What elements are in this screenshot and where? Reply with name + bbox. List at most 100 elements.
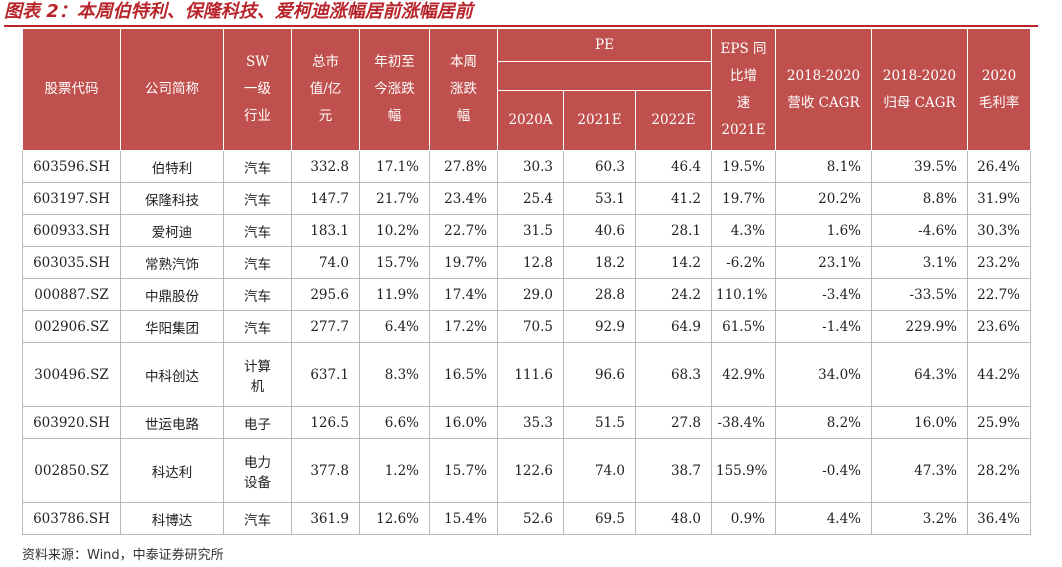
cell-week: 17.2% [429,310,498,343]
table-row: 600933.SH 爱柯迪 汽车 183.1 10.2% 22.7% 31.5 40.6 28.… [22,214,1031,247]
cell-mcap: 277.7 [291,310,360,343]
cell-pe2021: 51.5 [563,406,636,439]
cell-gm: 36.4% [967,502,1031,535]
table-row: 300496.SZ 中科创达 计算 机 637.1 8.3% 16.5% 111.6 96.6… [22,342,1031,407]
header-pe: PE [497,28,712,62]
header-gm: 2020 毛利率 [967,28,1031,151]
cell-ytd: 15.7% [359,246,430,279]
cell-industry: 计算 机 [223,342,292,407]
cell-rev: 23.1% [775,246,872,279]
cell-gm: 25.9% [967,406,1031,439]
cell-rev: -3.4% [775,278,872,311]
table-row: 002906.SZ 华阳集团 汽车 277.7 6.4% 17.2% 70.5 92.9 64.… [22,310,1031,343]
cell-mcap: 147.7 [291,182,360,215]
title-divider [4,25,1038,27]
cell-code: 002906.SZ [22,310,121,343]
header-rev-cagr: 2018-2020 营收 CAGR [775,28,872,151]
cell-np: 3.2% [871,502,968,535]
cell-rev: 8.2% [775,406,872,439]
cell-code: 603035.SH [22,246,121,279]
cell-pe2020: 111.6 [497,342,564,407]
cell-pe2021: 74.0 [563,438,636,503]
cell-pe2020: 31.5 [497,214,564,247]
cell-industry: 汽车 [223,182,292,215]
cell-pe2020: 12.8 [497,246,564,279]
table-row: 603786.SH 科博达 汽车 361.9 12.6% 15.4% 52.6 69.5 48.… [22,502,1031,535]
cell-industry: 电力 设备 [223,438,292,503]
cell-pe2020: 29.0 [497,278,564,311]
table-row: 603920.SH 世运电路 电子 126.5 6.6% 16.0% 35.3 51.5 27.… [22,406,1031,439]
cell-mcap: 183.1 [291,214,360,247]
cell-code: 600933.SH [22,214,121,247]
table-row: 000887.SZ 中鼎股份 汽车 295.6 11.9% 17.4% 29.0 28.8 24… [22,278,1031,311]
cell-eps: 110.1% [711,278,776,311]
cell-eps: 42.9% [711,342,776,407]
source-note: 资料来源：Wind，中泰证券研究所 [22,548,224,563]
cell-rev: -1.4% [775,310,872,343]
table-body: 603596.SH 伯特利 汽车 332.8 17.1% 27.8% 30.3 60.3 46.… [22,150,1031,535]
cell-industry: 汽车 [223,214,292,247]
header-pe-2020a: 2020A [497,90,564,151]
cell-gm: 26.4% [967,150,1031,183]
cell-ytd: 1.2% [359,438,430,503]
cell-np: 8.8% [871,182,968,215]
stock-table: 股票代码 公司简称 SW 一级 行业 总市 值/亿 元 年初至 今涨跌 幅 本周… [22,28,1031,535]
cell-np: 39.5% [871,150,968,183]
cell-week: 15.4% [429,502,498,535]
cell-code: 002850.SZ [22,438,121,503]
cell-week: 16.5% [429,342,498,407]
cell-ytd: 21.7% [359,182,430,215]
cell-eps: 19.7% [711,182,776,215]
cell-ytd: 8.3% [359,342,430,407]
cell-gm: 28.2% [967,438,1031,503]
cell-week: 16.0% [429,406,498,439]
cell-name: 爱柯迪 [120,214,224,247]
cell-name: 中鼎股份 [120,278,224,311]
cell-week: 23.4% [429,182,498,215]
cell-mcap: 74.0 [291,246,360,279]
cell-gm: 23.6% [967,310,1031,343]
cell-code: 603596.SH [22,150,121,183]
cell-rev: 1.6% [775,214,872,247]
cell-pe2021: 92.9 [563,310,636,343]
cell-np: -4.6% [871,214,968,247]
cell-np: -33.5% [871,278,968,311]
cell-eps: 61.5% [711,310,776,343]
cell-ytd: 12.6% [359,502,430,535]
table-row: 603035.SH 常熟汽饰 汽车 74.0 15.7% 19.7% 12.8 18.2 14.… [22,246,1031,279]
cell-mcap: 126.5 [291,406,360,439]
cell-name: 世运电路 [120,406,224,439]
header-code: 股票代码 [22,28,121,151]
cell-ytd: 10.2% [359,214,430,247]
cell-pe2021: 53.1 [563,182,636,215]
cell-np: 47.3% [871,438,968,503]
cell-industry: 汽车 [223,150,292,183]
cell-pe2020: 52.6 [497,502,564,535]
cell-mcap: 361.9 [291,502,360,535]
cell-pe2021: 60.3 [563,150,636,183]
cell-pe2022: 28.1 [635,214,712,247]
cell-pe2020: 25.4 [497,182,564,215]
cell-gm: 23.2% [967,246,1031,279]
header-ytd: 年初至 今涨跌 幅 [359,28,430,151]
table-row: 002850.SZ 科达利 电力 设备 377.8 1.2% 15.7% 122.6 74.0… [22,438,1031,503]
cell-ytd: 6.6% [359,406,430,439]
cell-code: 603786.SH [22,502,121,535]
cell-ytd: 17.1% [359,150,430,183]
cell-mcap: 295.6 [291,278,360,311]
cell-pe2020: 122.6 [497,438,564,503]
cell-np: 3.1% [871,246,968,279]
cell-week: 15.7% [429,438,498,503]
header-pe-2021e: 2021E [563,90,636,151]
cell-name: 科博达 [120,502,224,535]
cell-name: 华阳集团 [120,310,224,343]
cell-pe2022: 64.9 [635,310,712,343]
header-pe-spacer [497,61,712,91]
cell-pe2020: 35.3 [497,406,564,439]
cell-pe2022: 38.7 [635,438,712,503]
cell-mcap: 332.8 [291,150,360,183]
cell-pe2021: 28.8 [563,278,636,311]
cell-rev: 4.4% [775,502,872,535]
cell-np: 229.9% [871,310,968,343]
header-np-cagr: 2018-2020 归母 CAGR [871,28,968,151]
